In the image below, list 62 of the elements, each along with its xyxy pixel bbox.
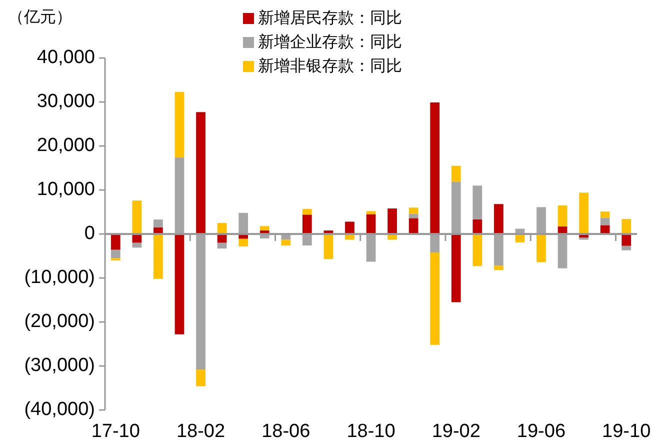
y-tick-label: 10,000 [36,179,95,200]
bar [451,166,461,182]
bar [132,234,142,243]
bar [174,92,184,158]
y-tick-label: (20,000) [24,311,95,332]
bar [388,208,397,234]
bar [600,225,610,234]
legend-label: 新增居民存款：同比 [258,8,402,28]
bar [217,242,227,249]
bar [196,370,206,386]
bar [345,222,354,234]
bar [494,204,504,234]
x-tick-label: 18-06 [262,421,310,442]
x-tick-label: 19-02 [432,421,480,442]
y-tick-label: (10,000) [24,267,95,288]
bar [302,208,312,215]
x-tick-label: 18-02 [176,421,226,442]
bar [472,234,482,266]
bar [472,219,482,234]
bar [174,234,184,334]
bar [196,112,206,234]
bar [324,234,334,260]
x-tick-label: 17-10 [91,421,140,442]
bar [451,234,461,302]
bar [536,234,546,262]
bar [366,214,376,234]
bar [622,246,632,250]
bar [110,250,120,258]
bar [472,186,482,220]
y-tick-label: 0 [84,223,95,244]
bar [408,208,418,214]
bar [430,252,440,345]
y-tick-label: (30,000) [24,355,95,376]
bar [366,211,376,214]
y-axis-title: （亿元） [8,9,72,26]
bar [430,102,440,234]
bar [281,240,291,246]
bar [579,192,588,234]
bar [132,200,142,234]
bar [154,219,163,228]
y-tick-label: 40,000 [36,47,95,68]
bar [558,205,568,227]
bar [132,242,142,248]
legend-label: 新增企业存款：同比 [258,32,402,52]
legend-label: 新增非银存款：同比 [258,56,402,76]
x-tick-label: 19-10 [602,421,651,442]
bar [154,234,163,279]
bar [110,234,120,250]
y-tick-label: 20,000 [36,135,95,156]
bar [408,218,418,234]
bar [600,212,610,218]
bar [302,214,312,234]
bar [600,218,610,226]
x-tick-label: 19-06 [516,421,566,442]
x-tick-label: 18-10 [346,421,396,442]
bar [622,234,632,246]
y-tick-label: (40,000) [24,399,95,420]
bar [622,219,632,234]
bar [494,266,504,270]
y-tick-label: 30,000 [36,91,95,112]
bar [238,238,248,246]
bar [260,226,270,230]
